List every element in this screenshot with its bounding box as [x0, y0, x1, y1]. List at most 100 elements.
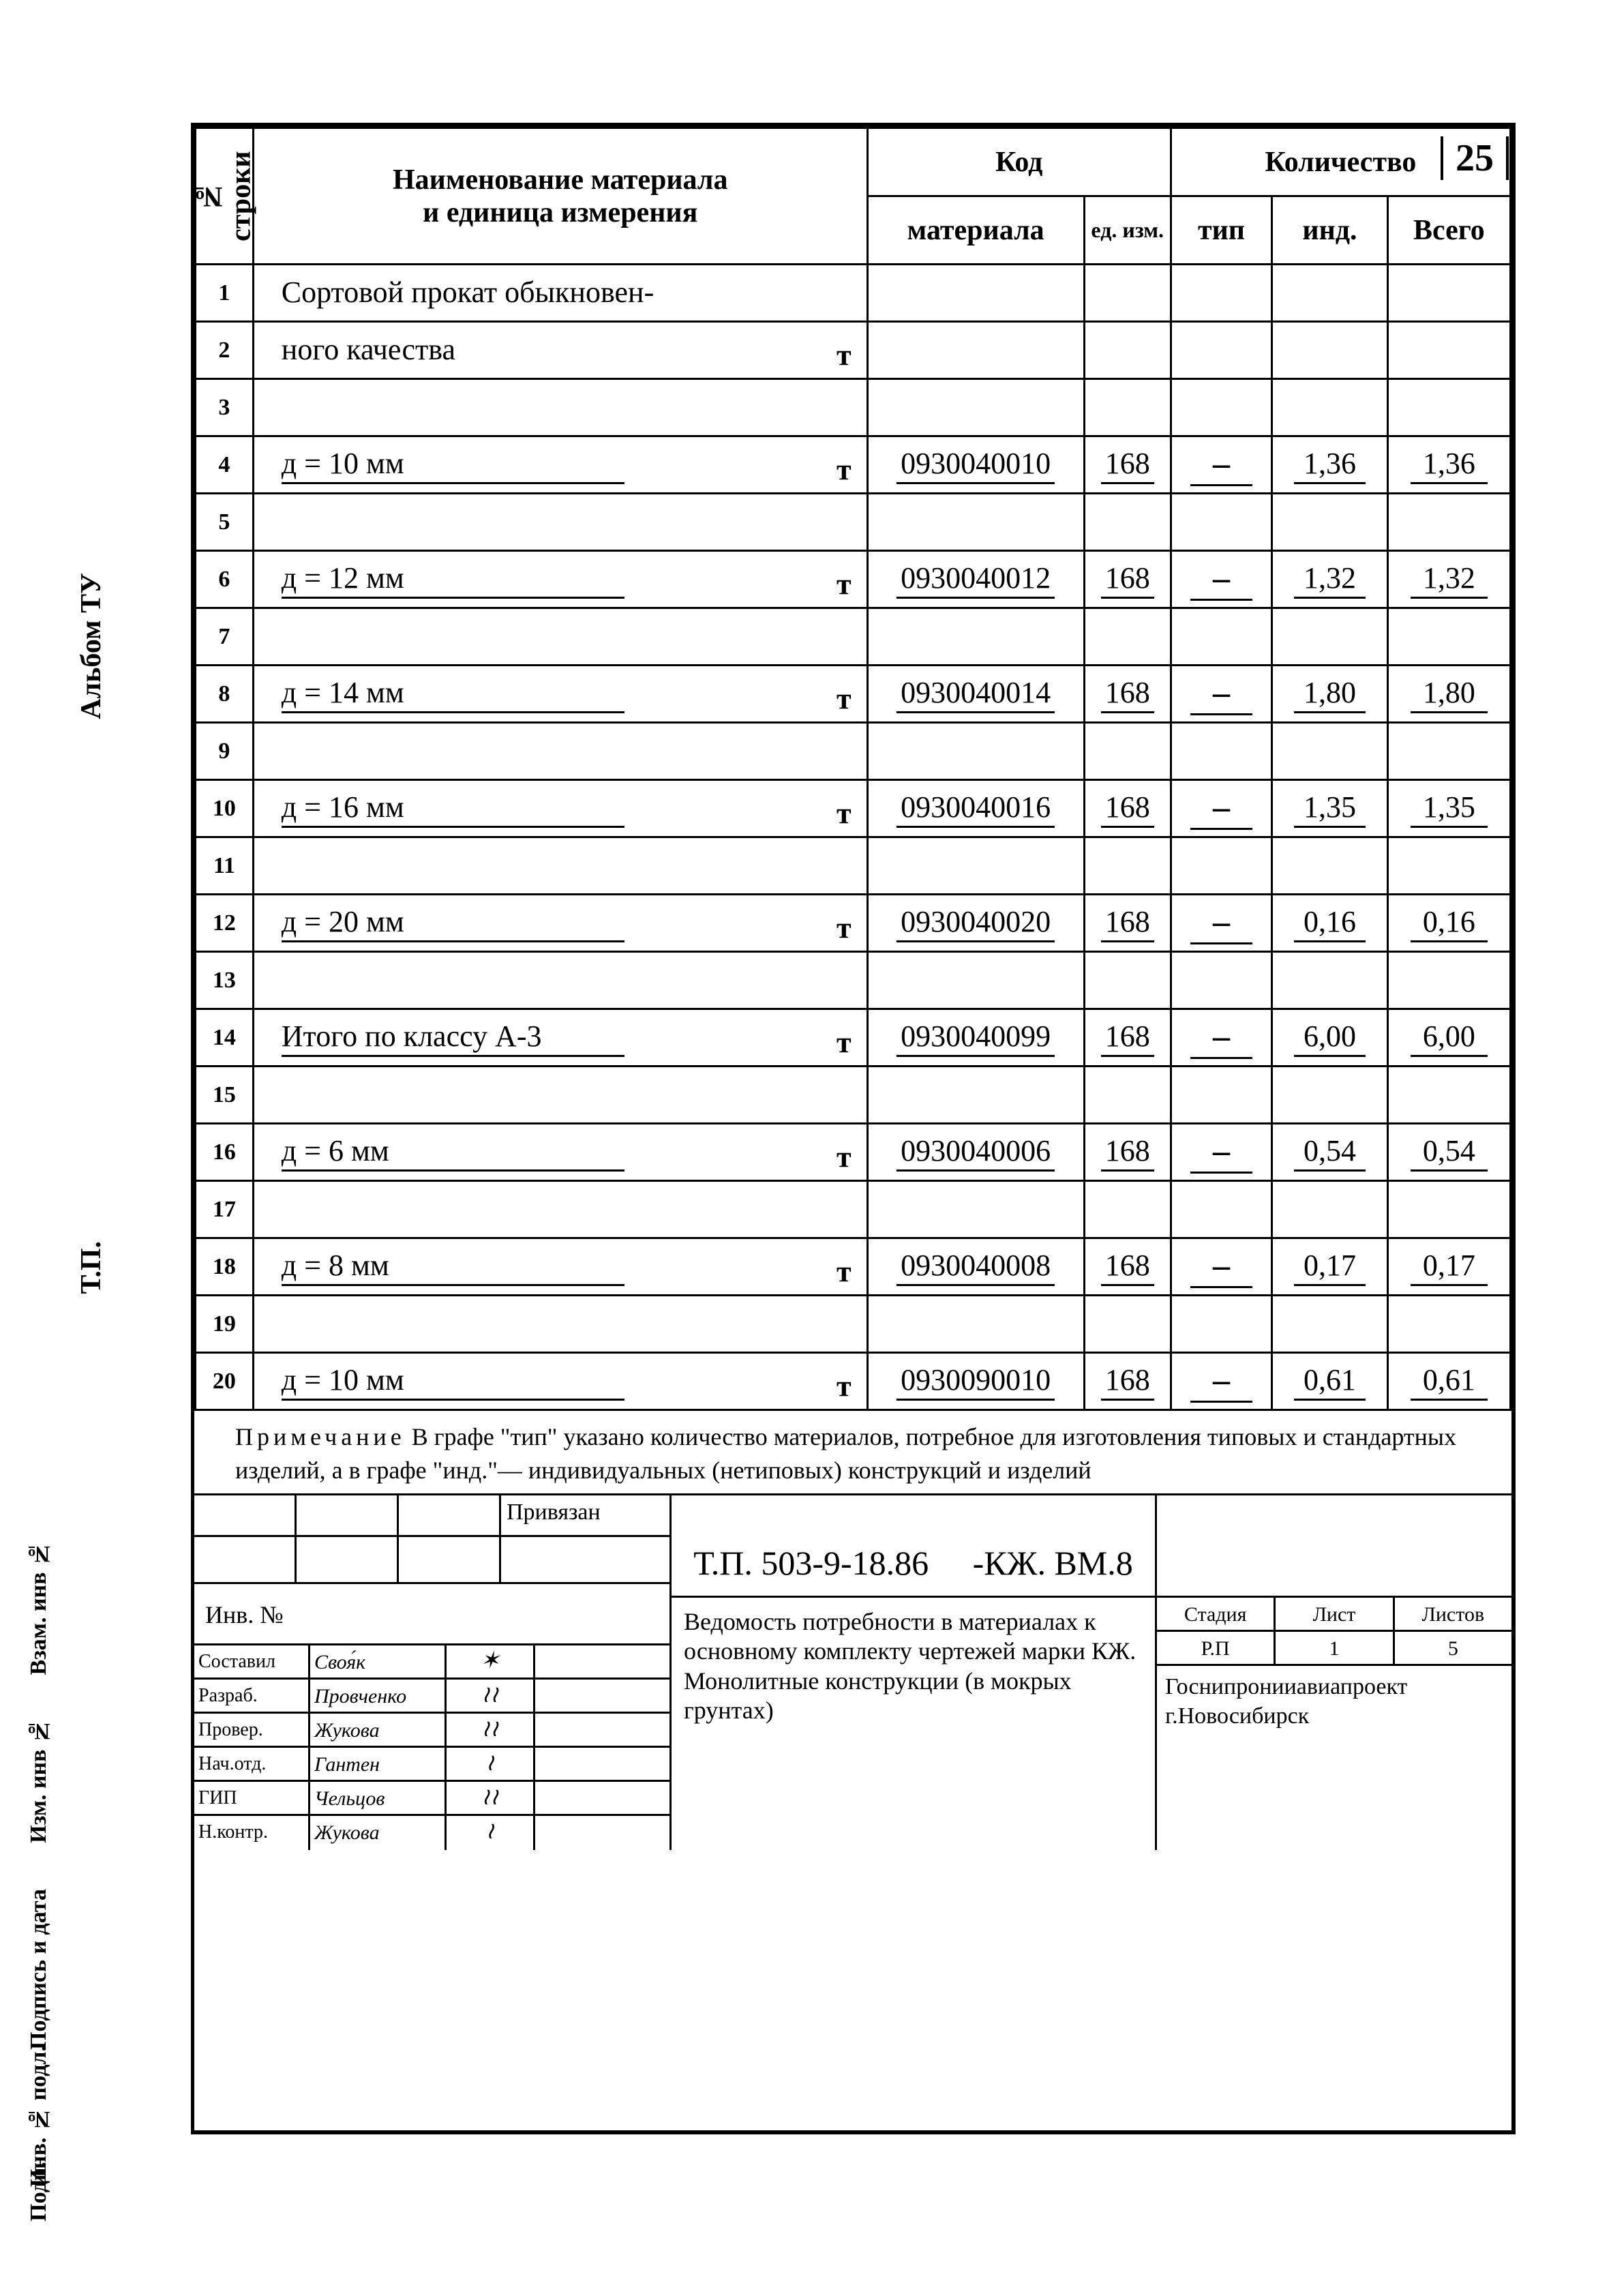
material-name	[253, 1181, 867, 1238]
qty-type	[1171, 1181, 1271, 1238]
signer-row: Н.контр.Жукова≀	[194, 1816, 669, 1850]
unit-marker: т	[837, 567, 852, 601]
unit-code: 168	[1084, 1124, 1171, 1181]
qty-type	[1171, 837, 1271, 895]
unit-code	[1084, 322, 1171, 379]
signer-row: Провер.Жукова≀≀	[194, 1714, 669, 1748]
unit-code	[1084, 1181, 1171, 1238]
unit-marker: т	[837, 1139, 852, 1174]
unit-marker: т	[837, 681, 852, 716]
table-row: 18д = 8 ммт0930040008168–0,170,17	[196, 1238, 1511, 1296]
signer-name: Жукова	[310, 1816, 447, 1850]
qty-ind: 0,61	[1272, 1353, 1388, 1410]
materials-table: № строки Наименование материала и единиц…	[194, 127, 1511, 1411]
qty-ind	[1272, 379, 1388, 436]
unit-marker: т	[837, 1369, 852, 1403]
signer-name: Жукова	[310, 1714, 447, 1746]
table-row: 15	[196, 1067, 1511, 1124]
material-code	[867, 379, 1084, 436]
signer-signature: ✶	[447, 1645, 535, 1678]
signer-role: Составил	[194, 1645, 310, 1678]
row-number: 8	[196, 666, 254, 723]
row-number: 7	[196, 608, 254, 666]
side-label-podp2: Подп.	[26, 2162, 52, 2222]
qty-type	[1171, 265, 1271, 322]
qty-ind: 1,32	[1272, 551, 1388, 608]
signer-date	[535, 1714, 669, 1746]
qty-type	[1171, 494, 1271, 551]
table-row: 5	[196, 494, 1511, 551]
unit-code: 168	[1084, 895, 1171, 952]
qty-type	[1171, 723, 1271, 780]
qty-type: –	[1171, 436, 1271, 494]
mini-empty	[297, 1495, 399, 1535]
unit-marker: т	[837, 452, 852, 487]
signer-signature: ≀	[447, 1816, 535, 1850]
table-row: 19	[196, 1296, 1511, 1353]
signer-date	[535, 1680, 669, 1712]
qty-total	[1387, 723, 1510, 780]
unit-marker: т	[837, 338, 852, 372]
meta-v-sheets: 5	[1395, 1632, 1511, 1664]
qty-ind	[1272, 1181, 1388, 1238]
right-top-empty	[1157, 1495, 1511, 1598]
inv-number-label: Инв. №	[194, 1584, 669, 1645]
signer-name: Чельцов	[310, 1782, 447, 1814]
material-name	[253, 1296, 867, 1353]
qty-type	[1171, 952, 1271, 1009]
qty-type	[1171, 322, 1271, 379]
mini-empty	[399, 1495, 501, 1535]
qty-type	[1171, 379, 1271, 436]
meta-v-sheet: 1	[1276, 1632, 1394, 1664]
row-number: 6	[196, 551, 254, 608]
material-name	[253, 723, 867, 780]
signer-row: СоставилСвоя́к✶	[194, 1645, 669, 1680]
unit-code: 168	[1084, 436, 1171, 494]
qty-type: –	[1171, 1009, 1271, 1067]
row-number: 11	[196, 837, 254, 895]
material-name	[253, 952, 867, 1009]
unit-code: 168	[1084, 1238, 1171, 1296]
qty-total: 0,54	[1387, 1124, 1510, 1181]
row-number: 10	[196, 780, 254, 837]
qty-ind	[1272, 608, 1388, 666]
qty-total	[1387, 322, 1510, 379]
qty-total: 1,36	[1387, 436, 1510, 494]
material-name	[253, 1067, 867, 1124]
row-number: 9	[196, 723, 254, 780]
unit-code	[1084, 952, 1171, 1009]
qty-ind: 0,16	[1272, 895, 1388, 952]
side-label-tp: Т.П.	[75, 1241, 108, 1294]
material-code	[867, 608, 1084, 666]
row-number: 19	[196, 1296, 254, 1353]
qty-total	[1387, 1067, 1510, 1124]
signer-role: Провер.	[194, 1714, 310, 1746]
qty-type: –	[1171, 895, 1271, 952]
material-code	[867, 1181, 1084, 1238]
th-qty: Количество	[1171, 128, 1510, 196]
qty-ind: 0,17	[1272, 1238, 1388, 1296]
table-row: 2ного качестват	[196, 322, 1511, 379]
table-row: 14Итого по классу А-3т0930040099168–6,00…	[196, 1009, 1511, 1067]
qty-total	[1387, 265, 1510, 322]
table-row: 16д = 6 ммт0930040006168–0,540,54	[196, 1124, 1511, 1181]
unit-code	[1084, 379, 1171, 436]
th-qty-ind: инд.	[1272, 196, 1388, 265]
qty-total: 1,80	[1387, 666, 1510, 723]
table-row: 3	[196, 379, 1511, 436]
signer-role: ГИП	[194, 1782, 310, 1814]
title-block: Привязан Инв. № СоставилСвоя́к✶Разраб.Пр…	[194, 1495, 1511, 1850]
material-code: 0930040012	[867, 551, 1084, 608]
row-number: 18	[196, 1238, 254, 1296]
doc-suffix: -КЖ. ВМ.8	[973, 1543, 1133, 1583]
unit-code: 168	[1084, 780, 1171, 837]
signer-name: Провченко	[310, 1680, 447, 1712]
note-text: В графе "тип" указано количество материа…	[235, 1423, 1456, 1484]
table-row: 7	[196, 608, 1511, 666]
qty-ind: 6,00	[1272, 1009, 1388, 1067]
qty-total	[1387, 1296, 1510, 1353]
meta-h-sheet: Лист	[1276, 1598, 1394, 1630]
signer-role: Разраб.	[194, 1680, 310, 1712]
qty-ind	[1272, 952, 1388, 1009]
signer-date	[535, 1782, 669, 1814]
